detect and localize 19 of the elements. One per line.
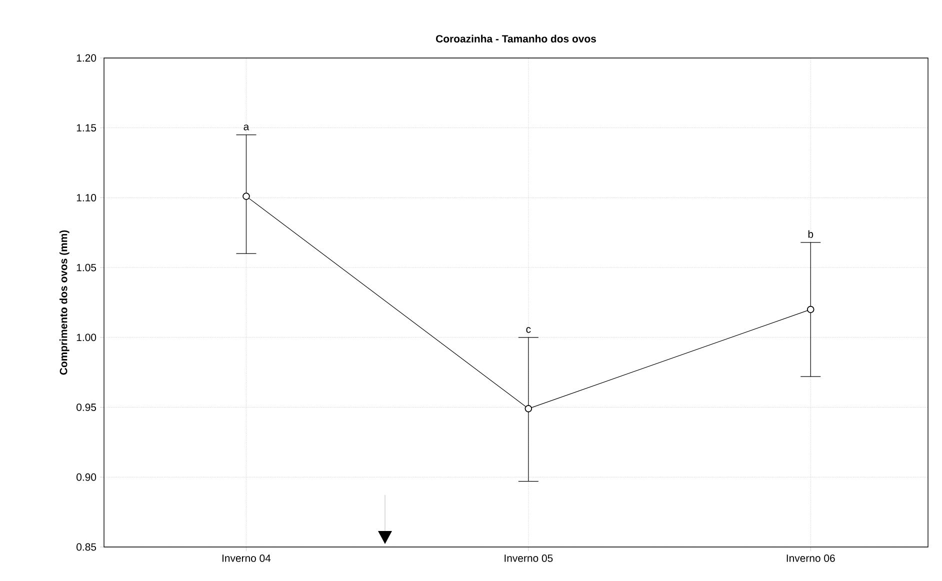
point bbox=[242, 192, 250, 200]
y-tick-label: 1.15 bbox=[76, 124, 96, 132]
annotation: a bbox=[244, 124, 250, 130]
x-tick-label: Inverno 04 bbox=[222, 554, 271, 562]
y-tick-label: 0.90 bbox=[76, 473, 96, 481]
x-tick-label: Inverno 05 bbox=[504, 554, 553, 562]
x-tick-label: Inverno 06 bbox=[786, 554, 835, 562]
annotation: c bbox=[526, 327, 531, 333]
annotation: b bbox=[808, 230, 814, 238]
y-tick-label: 1.10 bbox=[76, 194, 96, 202]
y-tick-label: 1.20 bbox=[76, 54, 96, 62]
point bbox=[806, 306, 814, 314]
y-tick-label: 1.00 bbox=[76, 334, 96, 342]
y-tick-label: 0.85 bbox=[76, 543, 96, 551]
y-axis-title: Comprimento dos ovos (mm) bbox=[60, 230, 70, 375]
y-tick-label: 0.95 bbox=[76, 404, 96, 411]
y-tick-label: 1.05 bbox=[76, 264, 96, 272]
chart-title: Coroazinha - Tamanho dos ovos bbox=[436, 34, 596, 42]
point bbox=[524, 405, 532, 412]
